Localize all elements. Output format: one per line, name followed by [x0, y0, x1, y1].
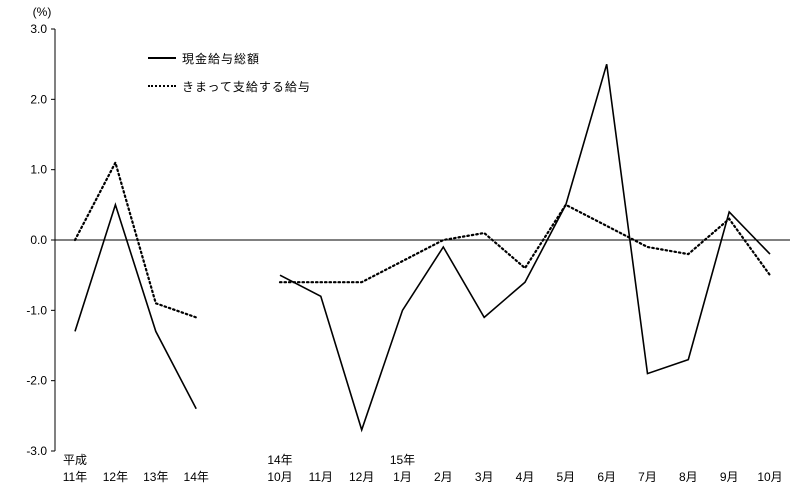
y-tick-label: 1.0	[30, 163, 47, 177]
y-axis-unit-label: (%)	[33, 5, 52, 19]
x-era-label: 15年	[390, 453, 415, 467]
x-tick-label: 12年	[103, 470, 128, 484]
y-tick-label: 0.0	[30, 233, 47, 247]
x-tick-label: 10月	[757, 470, 782, 484]
x-era-label: 平成	[63, 453, 87, 467]
series-line-total-cash-earnings	[74, 202, 197, 410]
x-tick-label: 5月	[556, 470, 575, 484]
solid-line-sample-icon	[148, 57, 176, 59]
x-tick-label: 1月	[393, 470, 412, 484]
x-tick-label: 7月	[638, 470, 657, 484]
y-tick-label: -3.0	[26, 444, 47, 458]
x-tick-label: 14年	[184, 470, 209, 484]
y-tick-label: 2.0	[30, 92, 47, 106]
x-tick-label: 13年	[143, 470, 168, 484]
x-tick-label: 9月	[720, 470, 739, 484]
x-tick-label: 4月	[516, 470, 535, 484]
x-tick-label: 3月	[475, 470, 494, 484]
x-tick-label: 11年	[63, 470, 87, 484]
dotted-line-sample-icon	[148, 85, 176, 87]
legend-item-total-cash-earnings: 現金給与総額	[148, 50, 311, 66]
x-tick-label: 11月	[309, 470, 333, 484]
x-tick-label: 12月	[349, 470, 374, 484]
x-tick-label: 10月	[267, 470, 292, 484]
legend-item-contractual-earnings: きまって支給する給与	[148, 78, 311, 94]
y-tick-label: 3.0	[30, 22, 47, 36]
x-tick-label: 8月	[679, 470, 698, 484]
x-tick-label: 2月	[434, 470, 453, 484]
x-tick-label: 6月	[597, 470, 616, 484]
chart-legend: 現金給与総額 きまって支給する給与	[148, 50, 311, 106]
series-line-total-cash-earnings	[279, 63, 771, 433]
x-era-label: 14年	[267, 453, 292, 467]
y-tick-label: -2.0	[26, 374, 47, 388]
legend-label-total-cash-earnings: 現金給与総額	[182, 51, 261, 66]
series-line-contractual-earnings	[278, 203, 772, 284]
y-tick-label: -1.0	[26, 303, 47, 317]
legend-label-contractual-earnings: きまって支給する給与	[182, 79, 311, 94]
